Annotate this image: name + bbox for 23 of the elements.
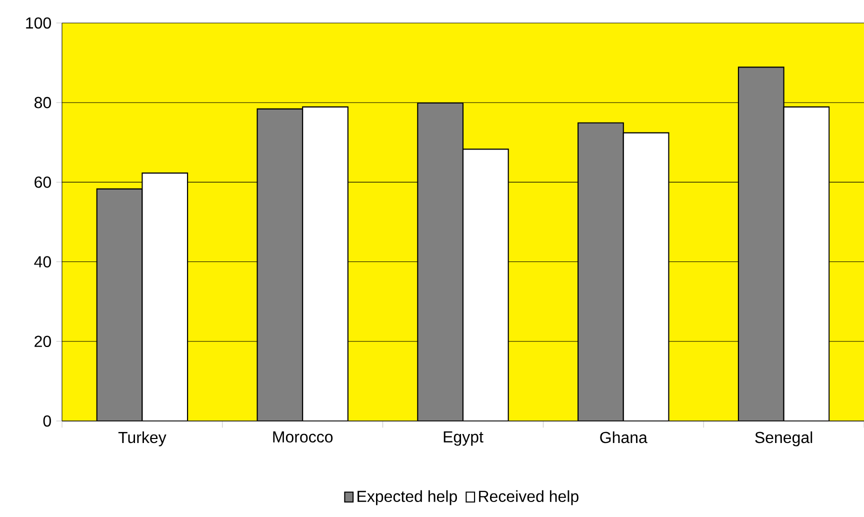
- x-tick-label: Egypt: [444, 431, 484, 446]
- legend-label: Received help: [479, 490, 578, 506]
- bar: [417, 102, 464, 421]
- bar: [96, 188, 143, 421]
- bar: [462, 148, 509, 421]
- y-tick-label: 20: [34, 336, 51, 348]
- y-tick-label: 80: [34, 96, 51, 108]
- bar: [783, 106, 830, 421]
- y-tick-label: 0: [43, 415, 51, 427]
- bar: [578, 122, 624, 421]
- x-tick-label: Morocco: [273, 431, 333, 443]
- bar: [302, 106, 348, 421]
- y-tick-label: 60: [34, 176, 51, 188]
- y-tick-label: 100: [26, 17, 51, 29]
- x-tick-label: Turkey: [118, 431, 166, 446]
- x-tick-label: Senegal: [755, 431, 812, 446]
- bar: [256, 108, 304, 421]
- bar: [622, 132, 670, 421]
- y-tick-label: 40: [34, 256, 51, 268]
- legend-label: Expected help: [358, 490, 457, 506]
- bar: [142, 172, 188, 421]
- bar: [738, 66, 784, 421]
- x-tick-label: Ghana: [600, 431, 648, 444]
